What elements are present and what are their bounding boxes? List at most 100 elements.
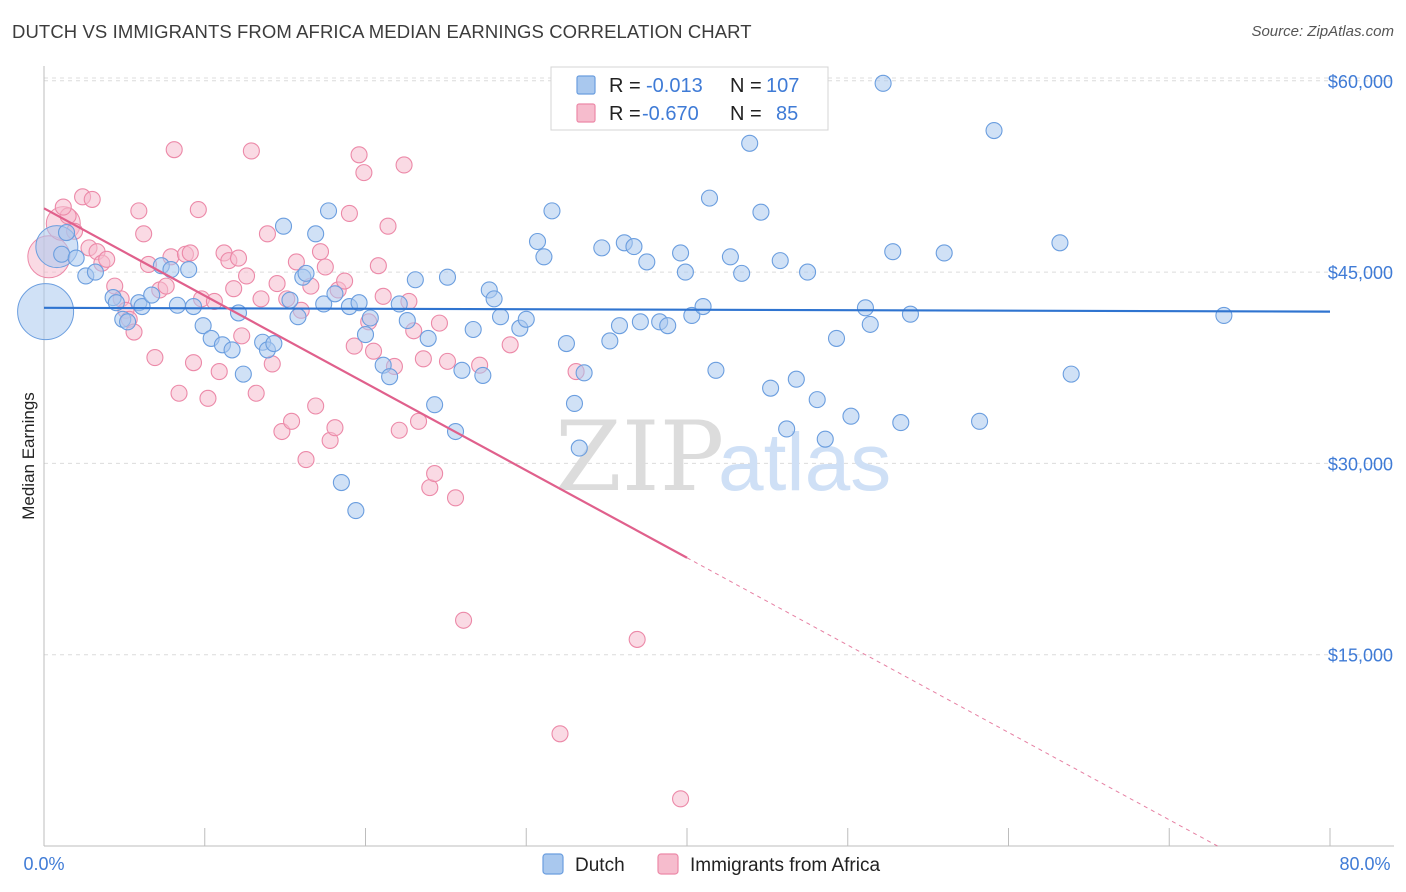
dutch-point	[543, 202, 561, 220]
dutch-point	[297, 264, 315, 282]
dutch-point	[223, 341, 241, 359]
y-tick-labels: $15,000 $30,000 $45,000 $60,000	[1328, 72, 1393, 666]
africa-point	[157, 277, 175, 295]
dutch-point	[874, 74, 892, 92]
legend-item-dutch[interactable]: Dutch	[542, 853, 625, 876]
series-africa-points	[27, 141, 690, 808]
legend-bottom-swatch-dutch	[542, 853, 564, 875]
source-credit: Source: ZipAtlas.com	[1251, 23, 1394, 40]
legend-swatch-africa	[576, 103, 596, 123]
africa-point	[316, 258, 334, 276]
africa-point	[438, 352, 457, 370]
dutch-point	[631, 313, 649, 331]
dutch-point	[274, 217, 293, 235]
watermark-zip: ZIP	[555, 401, 724, 513]
dutch-point	[659, 317, 677, 335]
dutch-point	[935, 244, 953, 262]
africa-point	[268, 275, 286, 293]
dutch-point	[398, 312, 416, 330]
africa-point	[326, 419, 344, 437]
legend-item-africa[interactable]: Immigrants from Africa	[657, 853, 880, 876]
africa-point	[409, 412, 428, 430]
africa-point	[210, 363, 228, 381]
dutch-point	[281, 291, 299, 309]
dutch-point	[683, 306, 701, 325]
dutch-point	[485, 290, 503, 308]
dutch-point	[861, 315, 879, 333]
africa-point	[199, 389, 217, 407]
dutch-point	[361, 309, 379, 327]
africa-point	[395, 156, 413, 174]
y-tick-label: $15,000	[1328, 646, 1393, 666]
dutch-point	[638, 253, 656, 271]
legend-dutch-r-label: R =	[609, 75, 641, 97]
dutch-point	[133, 297, 151, 316]
dutch-point	[733, 264, 751, 282]
dutch-point	[752, 203, 770, 221]
dutch-point	[625, 238, 643, 256]
dutch-point	[381, 368, 399, 386]
dutch-point	[107, 294, 125, 312]
dutch-point	[816, 430, 834, 448]
africa-point	[390, 421, 408, 439]
dutch-point	[787, 370, 805, 388]
x-tick-label-min: 0.0%	[23, 854, 64, 874]
africa-point	[307, 397, 325, 415]
dutch-point	[319, 202, 338, 220]
africa-trend-line-extrapolated	[686, 557, 1218, 847]
africa-point	[501, 336, 519, 354]
dutch-point	[762, 379, 780, 397]
africa-point	[181, 244, 199, 262]
africa-point	[311, 243, 330, 261]
dutch-point	[234, 365, 252, 383]
dutch-point	[168, 296, 186, 314]
y-axis-label: Median Earnings	[19, 392, 38, 520]
dutch-trend-line	[43, 306, 1331, 313]
dutch-point	[901, 305, 919, 323]
dutch-point	[350, 294, 368, 312]
africa-point	[355, 164, 373, 182]
x-tick-label-max: 80.0%	[1339, 854, 1390, 874]
dutch-point	[143, 286, 161, 304]
watermark-atlas: atlas	[718, 417, 891, 508]
dutch-point	[700, 189, 719, 207]
africa-point	[146, 348, 164, 367]
dutch-point	[57, 224, 76, 242]
africa-point	[374, 287, 392, 305]
africa-point	[364, 342, 383, 360]
africa-point	[225, 280, 243, 298]
dutch-point	[842, 407, 860, 425]
africa-point	[135, 225, 153, 243]
dutch-point	[406, 271, 424, 289]
africa-point	[430, 314, 448, 332]
dutch-point	[453, 361, 471, 379]
dutch-point	[707, 361, 725, 379]
watermark: ZIP atlas	[555, 401, 891, 513]
africa-point	[258, 225, 276, 243]
legend-bottom-label-dutch: Dutch	[575, 855, 625, 876]
africa-point	[247, 384, 265, 402]
africa-point	[233, 327, 251, 345]
africa-point	[297, 451, 315, 469]
dutch-point	[721, 248, 739, 266]
legend-bottom-label-africa: Immigrants from Africa	[690, 855, 880, 876]
legend-dutch-n-label: N =	[730, 75, 762, 97]
africa-point	[350, 146, 368, 164]
africa-point	[455, 611, 473, 629]
africa-point	[369, 257, 387, 275]
dutch-point	[985, 121, 1003, 140]
dutch-point	[419, 329, 437, 347]
dutch-point	[1051, 234, 1069, 252]
dutch-point	[180, 260, 198, 279]
africa-point	[283, 412, 301, 430]
africa-point	[242, 142, 260, 160]
dutch-point	[1215, 306, 1233, 325]
dutch-point	[347, 502, 365, 520]
dutch-point	[86, 263, 104, 281]
dutch-point	[307, 225, 325, 243]
africa-point	[551, 725, 569, 743]
legend-africa-n-label: N =	[730, 103, 762, 125]
dutch-point	[694, 297, 712, 316]
dutch-point	[474, 366, 492, 384]
